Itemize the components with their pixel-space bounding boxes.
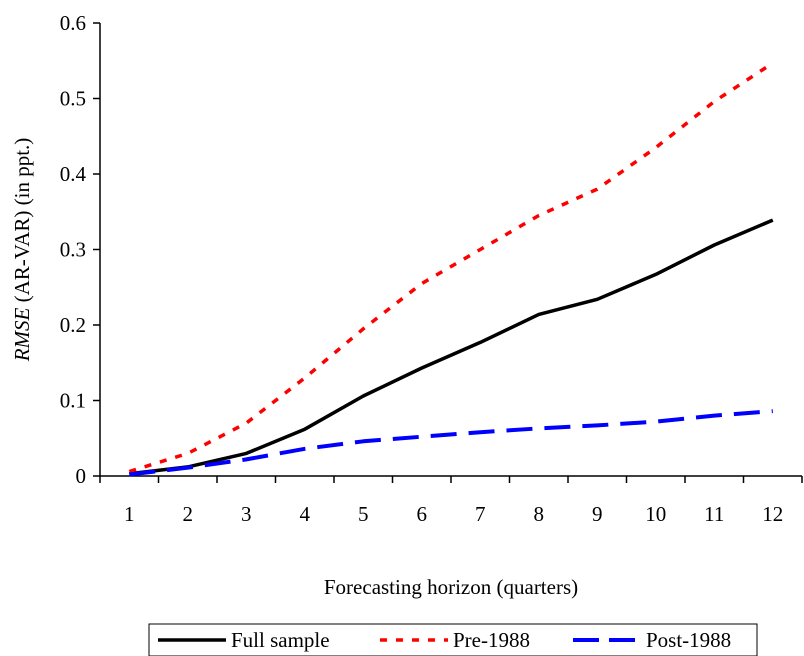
y-tick-label: 0.1 [60,389,86,413]
series-line-full-sample [129,218,774,476]
legend-items: Full sample Pre-1988 Post-1988 [158,628,731,652]
y-tick-label: 0.6 [60,11,86,35]
series-lines [128,61,774,477]
legend-label: Full sample [231,628,330,652]
x-tick-label: 3 [241,502,252,526]
legend: Full sample Pre-1988 Post-1988 [148,623,758,656]
y-tick-label: 0.3 [60,238,86,262]
x-tick-label: 6 [417,502,428,526]
y-axis-title-italic: RMSE [10,307,34,362]
x-tick-label: 7 [475,502,486,526]
x-tick-label: 9 [592,502,603,526]
x-tick-label: 12 [762,502,783,526]
plot-area: 00.10.20.30.40.50.6 1 2 3 4 5 6 7 8 9 10 11 12 [60,11,803,526]
y-tick-label: 0.4 [60,162,87,186]
y-tick-label: 0.5 [60,87,86,111]
x-tick-label: 2 [183,502,194,526]
y-tick-label: 0 [76,464,87,488]
x-tick-label: 5 [358,502,369,526]
series-line-pre-1988 [128,61,774,474]
x-tick-label: 10 [645,502,666,526]
series-line-post-1988 [129,409,773,477]
x-tick-label: 11 [704,502,724,526]
y-tick-label: 0.2 [60,313,86,337]
y-axis-title: RMSE (AR-VAR) (in ppt.) [10,138,34,363]
y-axis-ticks: 0 0.1 0.2 0.3 0.4 0.5 0.6 [60,11,100,488]
x-tick-label: 8 [534,502,545,526]
y-axis-title-rest: (AR-VAR) (in ppt.) [10,138,34,308]
x-axis-title: Forecasting horizon (quarters) [324,575,578,599]
x-tick-label: 4 [300,502,311,526]
legend-label: Pre-1988 [453,628,530,652]
x-tick-label: 1 [124,502,135,526]
legend-box [148,623,758,656]
legend-label: Post-1988 [646,628,731,652]
x-axis-ticks: 1 2 3 4 5 6 7 8 9 10 11 12 [99,476,803,526]
